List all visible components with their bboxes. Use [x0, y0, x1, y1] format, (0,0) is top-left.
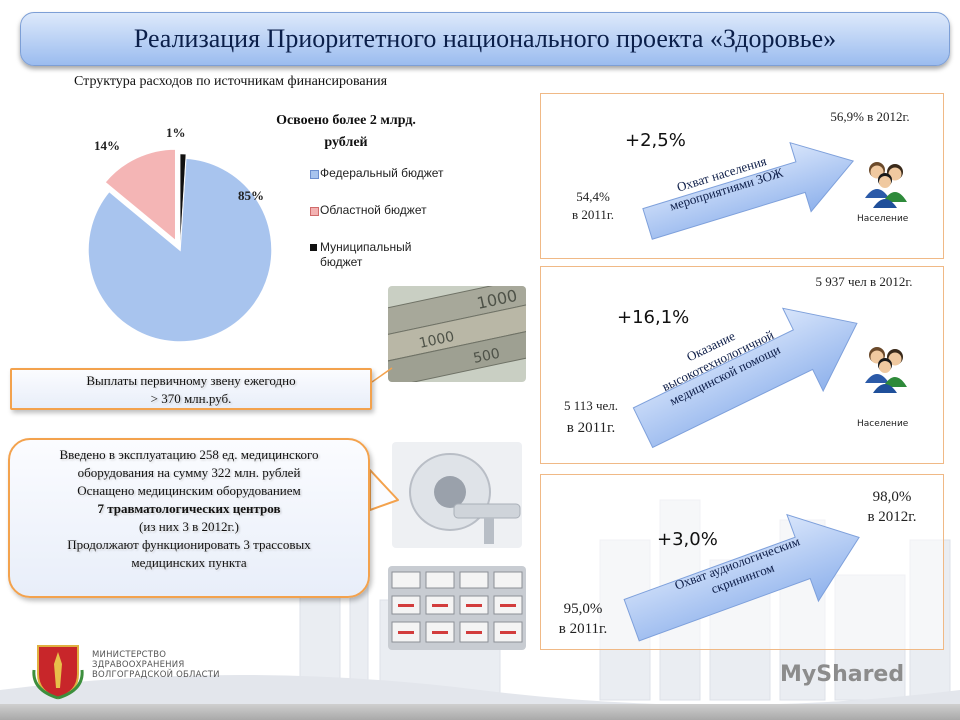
- value-2011-line1: 5 113 чел.: [563, 398, 619, 413]
- value-2011: 5 113 чел. в 2011г.: [551, 397, 631, 441]
- ministry-label: МИНИСТЕРСТВО ЗДРАВООХРАНЕНИЯ ВОЛГОГРАДСК…: [92, 650, 220, 680]
- pie-label-municipal: 1%: [166, 125, 186, 140]
- legend-swatch-regional: [310, 207, 319, 216]
- value-2011-line1: 95,0%: [563, 601, 603, 617]
- callout-equipment: Введено в эксплуатацию 258 ед. медицинск…: [8, 438, 370, 598]
- pie-slice-federal: [87, 157, 273, 343]
- svg-text:1000: 1000: [418, 329, 456, 352]
- value-2012-line1: 98,0%: [872, 489, 912, 505]
- legend-item-federal: Федеральный бюджет: [310, 166, 460, 181]
- value-2011-line2: в 2011г.: [566, 420, 616, 436]
- ministry-line: МИНИСТЕРСТВО: [92, 650, 167, 660]
- callout-text: > 370 млн.руб.: [150, 391, 232, 406]
- panel-healthy-lifestyle: +2,5% 56,9% в 2012г. 54,4% в 2011г. Охва…: [540, 93, 944, 259]
- change-value: +2,5%: [625, 130, 686, 151]
- legend-item-regional: Областной бюджет: [310, 203, 460, 218]
- svg-text:500: 500: [472, 346, 501, 367]
- coat-of-arms-icon: [32, 645, 84, 700]
- callout-text: 7 травматологических центров: [97, 501, 281, 516]
- pie-chart: 85% 14% 1%: [87, 125, 273, 343]
- callout-text: Продолжают функционировать 3 трассовых: [67, 537, 311, 552]
- value-2011-line1: 54,4%: [576, 189, 610, 204]
- pie-note: Освоено более 2 млрд. рублей: [276, 113, 416, 150]
- title-bar: Реализация Приоритетного национального п…: [20, 12, 950, 66]
- value-2012-line2: в 2012г.: [867, 509, 917, 525]
- legend-label: Муниципальный бюджет: [320, 240, 412, 269]
- people-icon: [865, 162, 907, 208]
- callout-text: медицинских пункта: [131, 555, 247, 570]
- mri-photo: [392, 442, 522, 548]
- value-2012: 5 937 чел в 2012г.: [815, 274, 913, 289]
- pie-label-federal: 85%: [238, 188, 264, 203]
- value-2012: 98,0% в 2012г.: [847, 487, 937, 527]
- pie-slice-municipal: [179, 153, 187, 247]
- value-2012: 56,9% в 2012г.: [830, 109, 910, 124]
- callout-text: Введено в эксплуатацию 258 ед. медицинск…: [59, 447, 319, 462]
- growth-arrow: [632, 307, 858, 449]
- ministry-line: ЗДРАВООХРАНЕНИЯ: [92, 660, 185, 670]
- pie-legend: Федеральный бюджет Областной бюджет Муни…: [310, 166, 460, 292]
- legend-item-municipal: Муниципальный бюджет: [310, 240, 420, 270]
- money-photo: 1000 1000 500: [388, 286, 526, 382]
- value-2011-line2: в 2011г.: [558, 621, 608, 637]
- footer-bar: [0, 704, 960, 720]
- panel-high-tech-care: +16,1% 5 937 чел в 2012г. 5 113 чел. в 2…: [540, 266, 944, 464]
- legend-swatch-federal: [310, 170, 319, 179]
- value-2011-line2: в 2011г.: [571, 207, 615, 222]
- callout-text: Оснащено медицинским оборудованием: [77, 483, 301, 498]
- change-value: +3,0%: [657, 529, 718, 550]
- value-2011: 95,0% в 2011г.: [543, 599, 623, 639]
- pie-label-regional: 14%: [94, 138, 120, 153]
- pie-slice-regional: [103, 148, 177, 243]
- people-label: Население: [857, 419, 909, 429]
- panel-audiology-screening: +3,0% 98,0% в 2012г. 95,0% в 2011г. Охва…: [540, 474, 944, 650]
- growth-arrow: [623, 513, 860, 642]
- callout-text: Выплаты первичному звену ежегодно: [86, 373, 296, 388]
- chart-subtitle: Структура расходов по источникам финанси…: [74, 74, 388, 89]
- change-value: +16,1%: [617, 307, 690, 328]
- growth-arrow: [642, 141, 855, 240]
- legend-swatch-municipal: [310, 244, 317, 251]
- legend-label: Областной бюджет: [320, 203, 427, 217]
- value-2011: 54,4% в 2011г.: [563, 188, 623, 224]
- ambulances-photo: [388, 566, 526, 650]
- callout-primary-payments: Выплаты первичному звену ежегодно > 370 …: [10, 368, 372, 410]
- watermark: MyShared: [780, 662, 905, 687]
- callout-text: оборудования на сумму 322 млн. рублей: [77, 465, 301, 480]
- page-title: Реализация Приоритетного национального п…: [133, 24, 837, 53]
- people-icon: [865, 347, 907, 393]
- legend-label: Федеральный бюджет: [320, 166, 444, 180]
- ministry-line: ВОЛГОГРАДСКОЙ ОБЛАСТИ: [92, 670, 220, 680]
- people-label: Население: [857, 214, 909, 224]
- callout-text: (из них 3 в 2012г.): [139, 519, 239, 534]
